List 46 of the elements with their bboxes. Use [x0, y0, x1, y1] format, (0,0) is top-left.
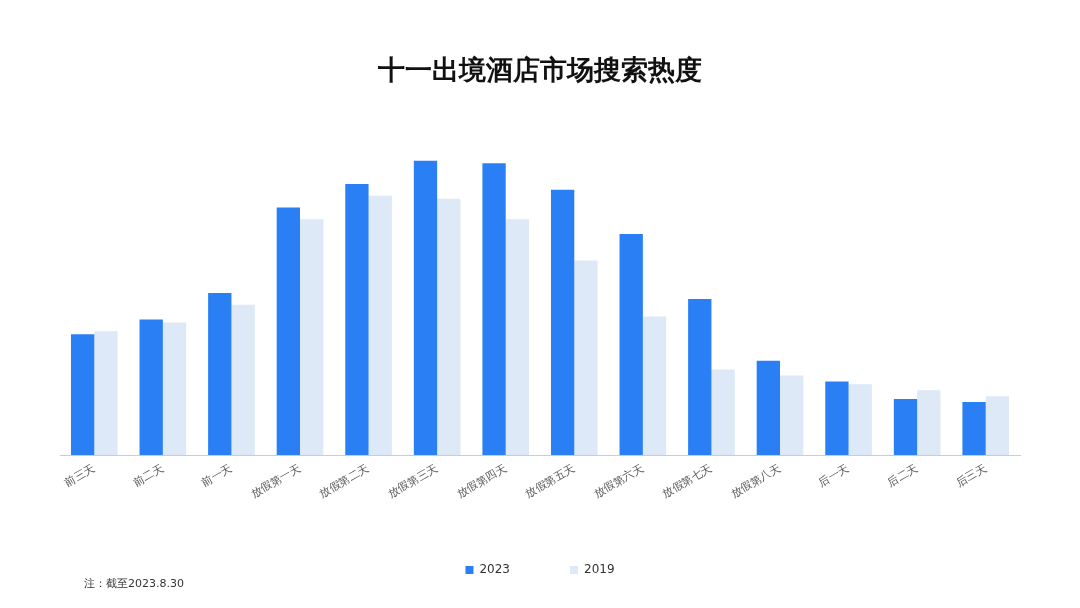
bar: [94, 331, 118, 456]
bar: [413, 160, 438, 456]
bar: [231, 304, 255, 456]
x-tick-label: 放假第四天: [454, 461, 509, 501]
x-tick-label: 放假第六天: [591, 461, 646, 501]
bar: [550, 189, 575, 456]
x-tick-label: 后三天: [953, 461, 989, 490]
x-tick-label: 放假第八天: [728, 461, 783, 501]
bar: [825, 381, 849, 456]
legend-label: 2023: [479, 562, 511, 577]
bar: [642, 316, 667, 456]
bar: [619, 234, 643, 456]
bar: [162, 322, 187, 456]
bar: [780, 375, 804, 456]
bar: [345, 183, 369, 456]
bar: [208, 293, 232, 456]
bar: [368, 195, 392, 456]
bar: [70, 334, 95, 456]
bar: [893, 399, 918, 456]
bar: [300, 219, 324, 456]
x-tick-label: 放假第二天: [317, 461, 372, 501]
bar: [437, 198, 461, 456]
x-tick-label: 后二天: [884, 461, 921, 490]
bar: [962, 402, 986, 456]
x-tick-label: 前二天: [130, 461, 166, 490]
text: 注：截至2023.8.30: [84, 576, 184, 590]
chart-title: 十一出境酒店市场搜索热度: [377, 54, 702, 86]
bar: [505, 219, 530, 456]
x-tick-label: 前三天: [62, 461, 98, 490]
bar: [482, 163, 506, 456]
x-tick-label: 放假第一天: [248, 461, 303, 501]
legend-label: 2019: [584, 562, 615, 577]
x-tick-label: 后一天: [816, 461, 852, 490]
bar: [276, 207, 300, 456]
bar: [688, 298, 712, 456]
bar: [756, 360, 780, 456]
bar: [917, 390, 941, 456]
x-tick-label: 前一天: [199, 461, 235, 490]
x-tick-label: 放假第五天: [523, 461, 578, 501]
x-tick-label: 放假第七天: [660, 461, 715, 501]
bar: [985, 396, 1010, 456]
bar: [139, 319, 163, 456]
bar: [711, 369, 735, 456]
x-tick-label: 放假第三天: [385, 461, 441, 501]
bar: [848, 384, 872, 456]
bar: [574, 260, 598, 456]
